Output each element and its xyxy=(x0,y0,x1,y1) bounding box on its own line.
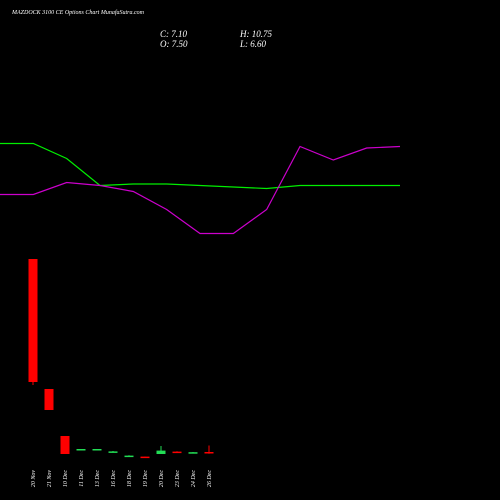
x-tick-label: 13 Dec xyxy=(95,470,101,487)
x-tick-label: 24 Dec xyxy=(190,470,197,487)
candle-body xyxy=(76,449,86,451)
candle-body xyxy=(124,455,134,458)
x-tick-label: 19 Dec xyxy=(143,470,149,487)
x-tick-label: 18 Dec xyxy=(127,470,133,487)
candle-body xyxy=(44,389,54,410)
high-label: H: 10.75 xyxy=(239,29,272,39)
indicator-line xyxy=(0,142,400,190)
x-tick-label: 20 Dec xyxy=(159,470,165,487)
chart-title: MAZDOCK 3100 CE Options Chart MunafaSutr… xyxy=(11,9,145,16)
x-tick-label: 23 Dec xyxy=(175,470,181,487)
candle-body xyxy=(204,452,214,454)
x-tick-label: 16 Dec xyxy=(111,470,117,487)
low-label: L: 6.60 xyxy=(239,39,267,49)
open-label: O: 7.50 xyxy=(160,39,188,49)
x-tick-label: 26 Dec xyxy=(207,470,213,487)
candle-body xyxy=(60,436,70,454)
candle-body xyxy=(140,456,150,459)
candle-body xyxy=(188,452,198,454)
x-tick-label: 20 Nov xyxy=(31,470,37,488)
x-tick-label: 10 Dec xyxy=(63,470,69,487)
indicator-line xyxy=(0,145,401,235)
x-tick-label: 21 Nov xyxy=(47,470,53,488)
x-tick-label: 11 Dec xyxy=(79,470,85,487)
candle-body xyxy=(156,450,166,454)
candle-body xyxy=(92,449,102,451)
candle-body xyxy=(28,259,38,382)
candle-body xyxy=(172,451,182,454)
close-label: C: 7.10 xyxy=(160,29,188,39)
candle-body xyxy=(108,451,118,453)
